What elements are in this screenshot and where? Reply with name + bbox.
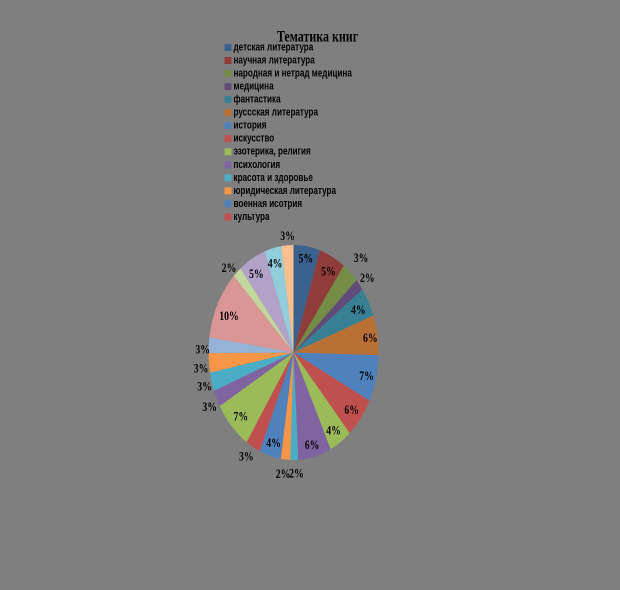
svg-text:3%: 3%: [202, 401, 217, 415]
svg-text:научная литература: научная литература: [234, 54, 316, 67]
svg-text:красота и здоровье: красота и здоровье: [234, 172, 314, 185]
svg-text:2%: 2%: [289, 467, 304, 481]
svg-text:3%: 3%: [354, 252, 369, 266]
svg-text:4%: 4%: [266, 437, 281, 451]
svg-text:6%: 6%: [344, 404, 359, 418]
svg-text:3%: 3%: [194, 362, 209, 376]
svg-text:психология: психология: [234, 159, 281, 172]
svg-text:история: история: [234, 120, 267, 133]
svg-text:4%: 4%: [326, 424, 341, 438]
svg-text:3%: 3%: [197, 380, 212, 394]
svg-text:6%: 6%: [363, 332, 378, 346]
svg-text:детская литература: детская литература: [234, 41, 314, 54]
svg-text:фантастика: фантастика: [234, 94, 282, 107]
svg-text:10%: 10%: [219, 310, 238, 324]
svg-text:3%: 3%: [280, 230, 295, 244]
svg-text:медицина: медицина: [234, 81, 275, 94]
svg-text:2%: 2%: [222, 262, 237, 276]
svg-text:4%: 4%: [268, 257, 283, 271]
svg-text:эзотерика, религия: эзотерика, религия: [234, 146, 311, 159]
svg-text:руссская литература: руссская литература: [234, 107, 319, 120]
svg-text:3%: 3%: [195, 343, 210, 357]
svg-text:5%: 5%: [298, 253, 313, 267]
svg-text:6%: 6%: [305, 439, 320, 453]
svg-text:2%: 2%: [360, 272, 375, 286]
svg-text:юридическая литература: юридическая литература: [234, 185, 337, 198]
svg-text:2%: 2%: [276, 468, 291, 482]
svg-text:5%: 5%: [321, 266, 336, 280]
svg-text:народная и нетрад медицина: народная и нетрад медицина: [234, 68, 353, 81]
svg-text:4%: 4%: [351, 304, 366, 318]
svg-text:искусство: искусство: [234, 133, 275, 146]
svg-text:военная исотрия: военная исотрия: [234, 198, 303, 211]
svg-text:3%: 3%: [239, 451, 254, 465]
svg-text:культура: культура: [234, 211, 271, 224]
svg-text:7%: 7%: [233, 410, 248, 424]
svg-text:7%: 7%: [359, 370, 374, 384]
svg-text:Тематика книг: Тематика книг: [277, 28, 359, 46]
svg-text:5%: 5%: [249, 268, 264, 282]
